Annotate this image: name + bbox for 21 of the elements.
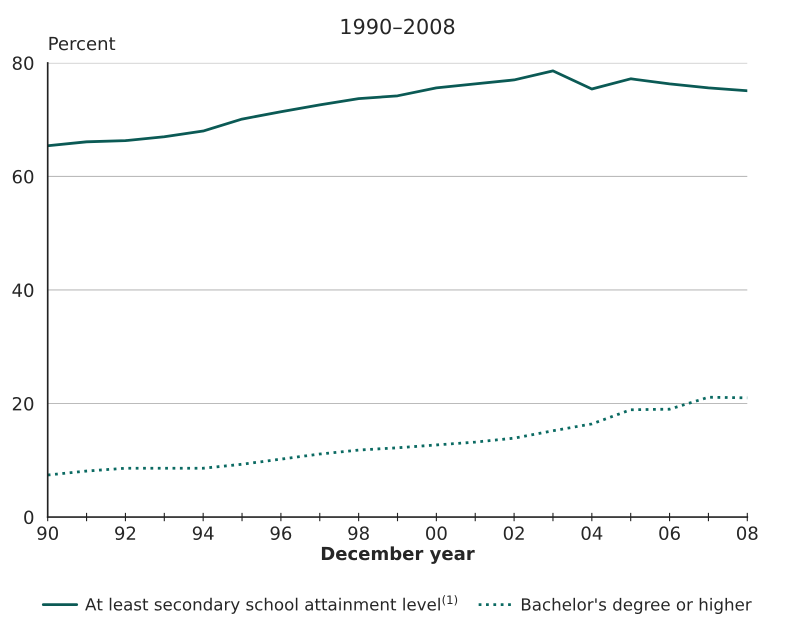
- chart-title: 1990–2008: [342, 18, 454, 34]
- x-tick-label: 94: [192, 526, 214, 540]
- y-tick-label: 60: [12, 170, 34, 184]
- x-tick-label: 96: [270, 526, 292, 540]
- y-tick-label: 0: [24, 510, 34, 524]
- x-tick-label: 08: [737, 526, 758, 540]
- x-tick-label: 00: [426, 526, 447, 540]
- y-axis-title: Percent: [49, 36, 116, 50]
- y-tick-label: 80: [12, 56, 34, 70]
- x-tick-label: 06: [659, 526, 680, 540]
- x-tick-label: 02: [504, 526, 524, 540]
- legend-label: Bachelor's degree or higher: [522, 598, 752, 614]
- y-tick-label: 40: [12, 283, 34, 298]
- x-tick-label: 98: [348, 526, 369, 540]
- x-tick-label: 92: [115, 526, 136, 540]
- x-axis-title: December year: [322, 546, 475, 564]
- y-tick-label: 20: [12, 396, 34, 411]
- x-tick-label: 04: [582, 526, 602, 540]
- x-tick-label: 90: [37, 526, 58, 540]
- legend-label: At least secondary school attainment level$^{(1)}$: [85, 595, 458, 614]
- line-series: [48, 69, 748, 148]
